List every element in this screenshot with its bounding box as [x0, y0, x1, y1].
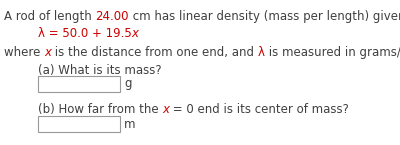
Text: = 0 end is its center of mass?: = 0 end is its center of mass? — [169, 103, 349, 116]
Text: x: x — [162, 103, 169, 116]
Text: A rod of length: A rod of length — [4, 10, 96, 23]
Text: is the distance from one end, and: is the distance from one end, and — [51, 46, 258, 59]
Text: (b) How far from the: (b) How far from the — [38, 103, 162, 116]
Text: is measured in grams/meter.: is measured in grams/meter. — [265, 46, 400, 59]
Text: (a) What is its mass?: (a) What is its mass? — [38, 64, 162, 77]
Bar — [38, 116, 120, 132]
Text: x: x — [132, 27, 139, 40]
Text: where: where — [4, 46, 44, 59]
Text: λ: λ — [258, 46, 265, 59]
Bar — [38, 76, 120, 92]
Text: x: x — [44, 46, 51, 59]
Text: λ = 50.0 + 19.5: λ = 50.0 + 19.5 — [38, 27, 132, 40]
Text: 24.00: 24.00 — [96, 10, 129, 23]
Text: cm has linear density (mass per length) given by: cm has linear density (mass per length) … — [129, 10, 400, 23]
Text: m: m — [124, 117, 136, 130]
Text: g: g — [124, 77, 132, 90]
